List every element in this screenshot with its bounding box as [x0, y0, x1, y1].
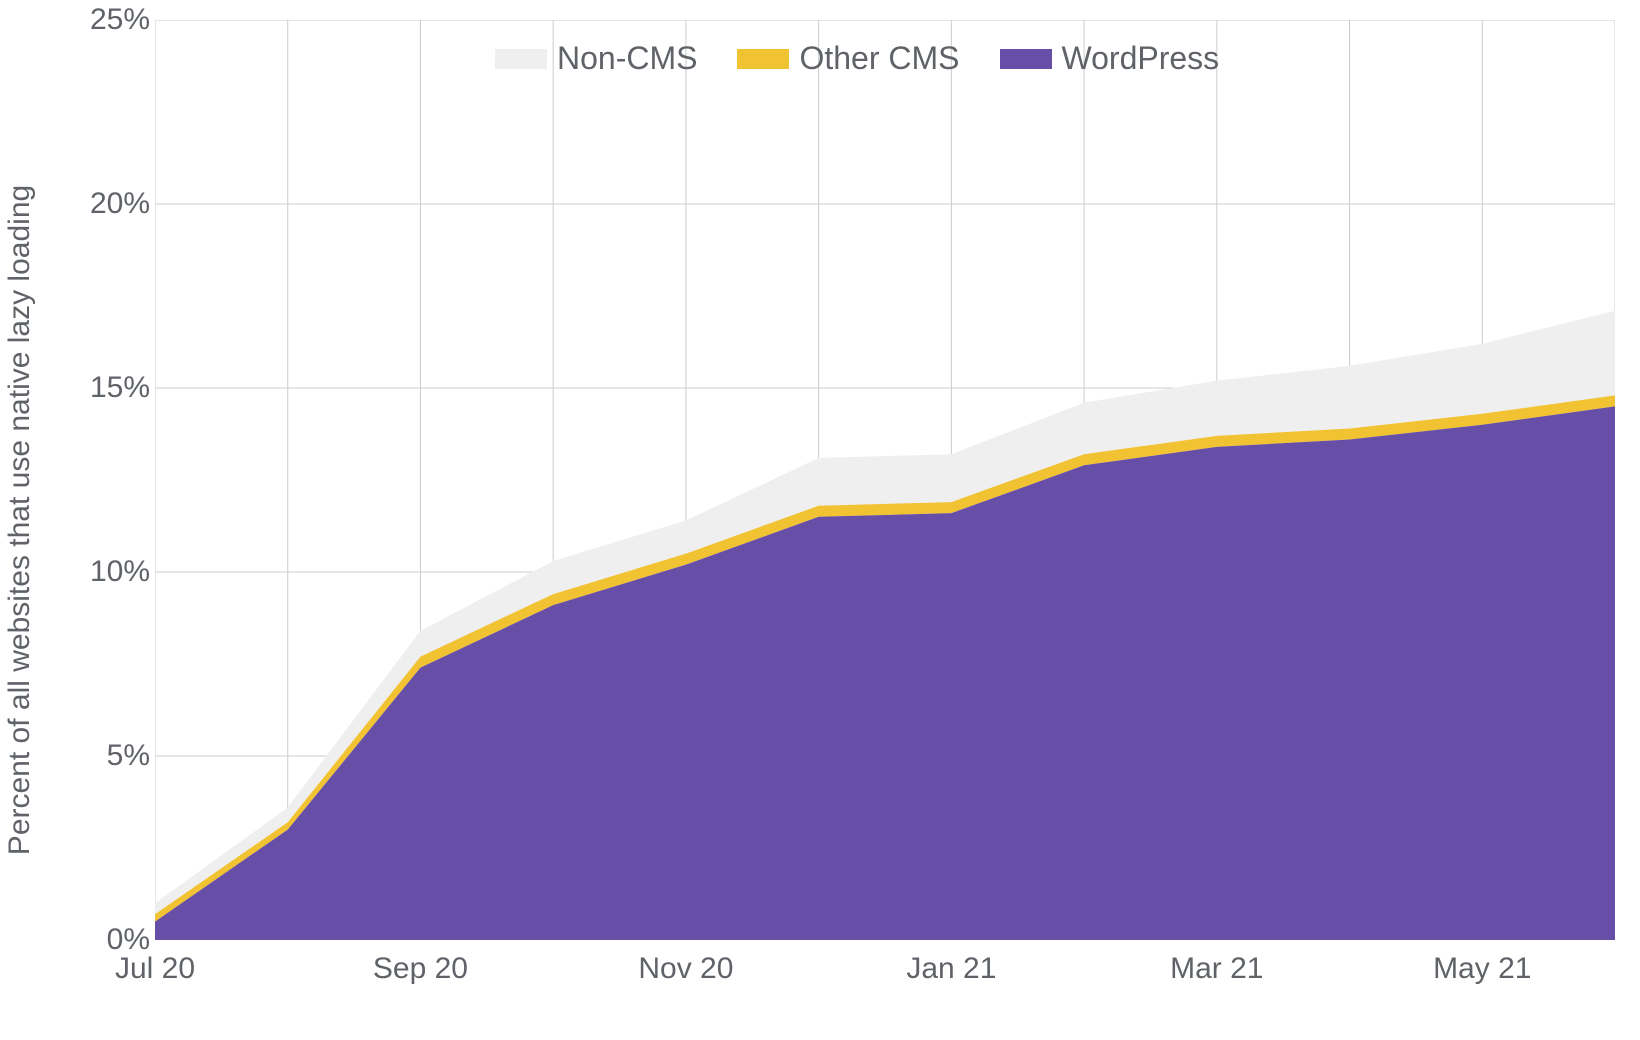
y-tick-label: 25%	[60, 3, 150, 37]
chart-container: Percent of all websites that use native …	[0, 0, 1640, 1040]
plot-area	[155, 20, 1615, 940]
legend-item: Other CMS	[737, 40, 959, 77]
legend-item: Non-CMS	[495, 40, 697, 77]
y-axis-title: Percent of all websites that use native …	[3, 185, 37, 855]
legend-swatch	[737, 49, 789, 69]
legend-label: Non-CMS	[557, 40, 697, 77]
legend-swatch	[495, 49, 547, 69]
legend-swatch	[1000, 49, 1052, 69]
y-tick-label: 5%	[60, 739, 150, 773]
legend: Non-CMS Other CMS WordPress	[495, 40, 1219, 77]
x-tick-label: Jul 20	[115, 952, 195, 986]
y-tick-label: 10%	[60, 555, 150, 589]
legend-label: Other CMS	[799, 40, 959, 77]
legend-item: WordPress	[1000, 40, 1220, 77]
y-tick-label: 20%	[60, 187, 150, 221]
legend-label: WordPress	[1062, 40, 1220, 77]
x-tick-label: Nov 20	[638, 952, 733, 986]
x-tick-label: Sep 20	[373, 952, 468, 986]
x-tick-label: May 21	[1433, 952, 1531, 986]
x-tick-label: Mar 21	[1170, 952, 1263, 986]
y-tick-label: 15%	[60, 371, 150, 405]
x-tick-label: Jan 21	[906, 952, 996, 986]
area-chart-svg	[155, 20, 1615, 940]
